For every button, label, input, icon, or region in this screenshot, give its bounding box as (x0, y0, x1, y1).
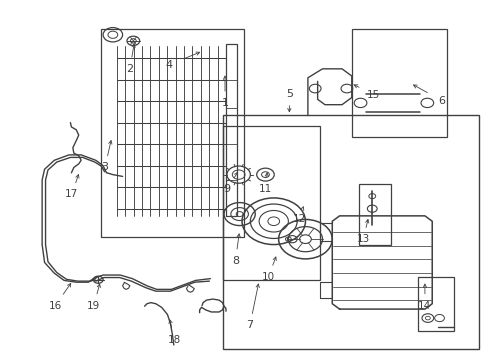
Text: 18: 18 (167, 334, 181, 345)
Text: 12: 12 (292, 215, 305, 224)
Text: 13: 13 (356, 234, 369, 244)
Text: 15: 15 (366, 90, 380, 100)
Bar (358, 184, 390, 244)
Bar (222, 116, 478, 348)
Text: 8: 8 (231, 256, 239, 266)
Bar (101, 30, 244, 237)
Text: 17: 17 (65, 189, 78, 199)
Text: 7: 7 (246, 320, 253, 330)
Bar (225, 44, 236, 216)
Text: 1: 1 (221, 98, 228, 108)
Text: 3: 3 (101, 162, 108, 172)
Text: 6: 6 (438, 96, 445, 105)
Text: 14: 14 (417, 301, 430, 311)
Bar (351, 30, 446, 137)
Bar (417, 277, 453, 330)
Text: 4: 4 (165, 60, 172, 70)
Text: 10: 10 (262, 272, 274, 282)
Text: 9: 9 (223, 184, 230, 194)
Text: 11: 11 (259, 184, 272, 194)
Text: 19: 19 (87, 301, 100, 311)
Text: 16: 16 (49, 301, 62, 311)
Text: 5: 5 (285, 89, 292, 99)
Text: 2: 2 (126, 64, 133, 74)
Bar (222, 126, 320, 280)
